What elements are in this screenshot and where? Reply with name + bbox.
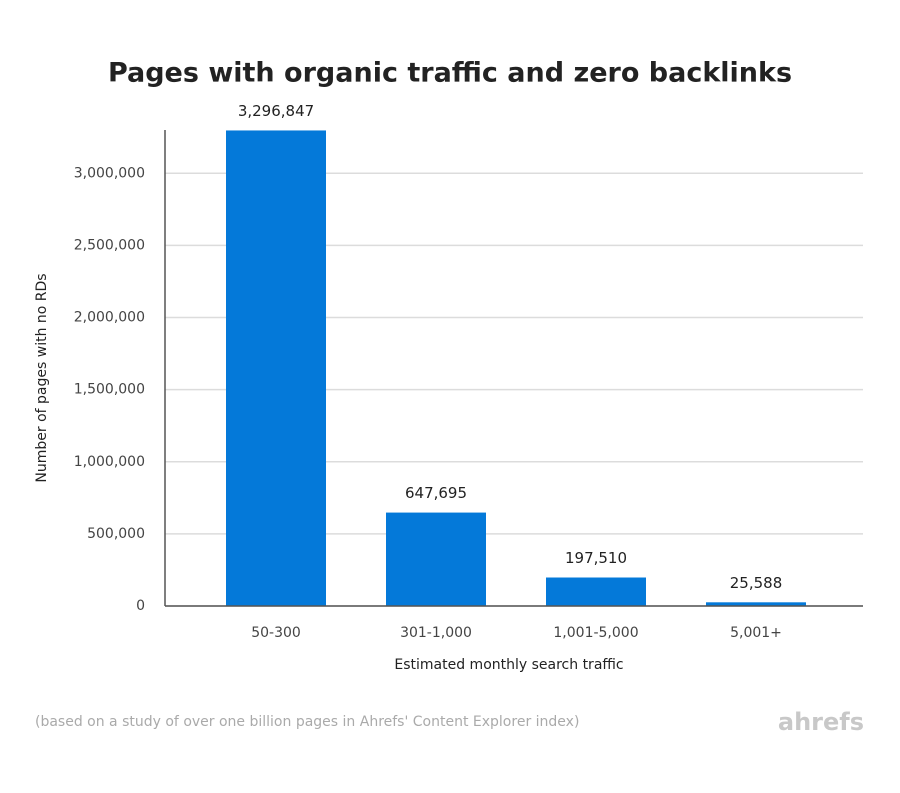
value-label: 647,695 [405, 484, 467, 502]
y-tick-label: 3,000,000 [74, 165, 145, 181]
x-axis-label: Estimated monthly search traffic [394, 657, 623, 673]
footnote: (based on a study of over one billion pa… [35, 714, 579, 730]
value-label: 197,510 [565, 549, 627, 567]
value-label: 3,296,847 [238, 102, 314, 120]
value-label: 25,588 [730, 574, 783, 592]
y-tick-label: 1,000,000 [74, 454, 145, 470]
y-tick-label: 0 [136, 598, 145, 614]
y-tick-label: 1,500,000 [74, 382, 145, 398]
bar [226, 130, 326, 606]
y-axis-label: Number of pages with no RDs [34, 273, 50, 482]
x-tick-label: 1,001-5,000 [553, 625, 638, 641]
x-tick-label: 301-1,000 [400, 625, 472, 641]
bar [546, 577, 646, 606]
y-tick-label: 500,000 [87, 526, 145, 542]
chart-title: Pages with organic traffic and zero back… [108, 58, 792, 89]
brand-logo: ahrefs [778, 708, 864, 736]
y-tick-label: 2,000,000 [74, 310, 145, 326]
y-tick-label: 2,500,000 [74, 237, 145, 253]
x-tick-label: 50-300 [251, 625, 301, 641]
bar [706, 602, 806, 606]
bar [386, 512, 486, 606]
x-tick-label: 5,001+ [730, 625, 782, 641]
